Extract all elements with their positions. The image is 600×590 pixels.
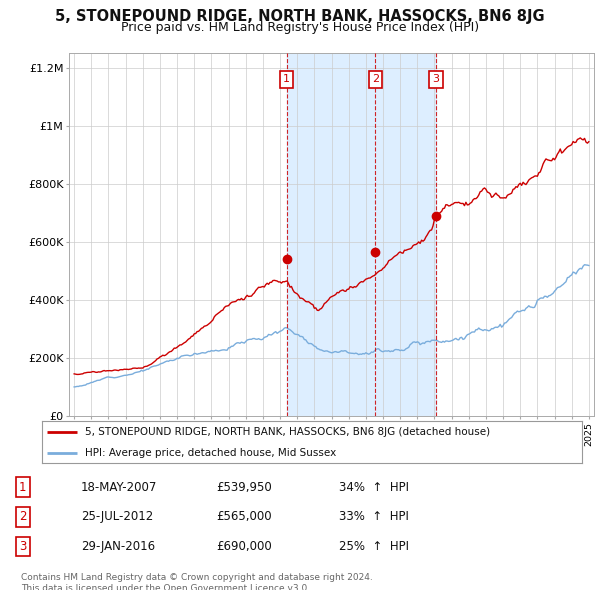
Text: Price paid vs. HM Land Registry's House Price Index (HPI): Price paid vs. HM Land Registry's House … <box>121 21 479 34</box>
Text: 34%  ↑  HPI: 34% ↑ HPI <box>339 481 409 494</box>
Text: 2: 2 <box>372 74 379 84</box>
Text: 1: 1 <box>19 481 26 494</box>
Bar <box>287 53 436 416</box>
Text: 5, STONEPOUND RIDGE, NORTH BANK, HASSOCKS, BN6 8JG: 5, STONEPOUND RIDGE, NORTH BANK, HASSOCK… <box>55 9 545 24</box>
Text: 29-JAN-2016: 29-JAN-2016 <box>81 540 155 553</box>
Text: 2: 2 <box>19 510 26 523</box>
Text: 1: 1 <box>283 74 290 84</box>
Text: HPI: Average price, detached house, Mid Sussex: HPI: Average price, detached house, Mid … <box>85 448 337 457</box>
Text: 3: 3 <box>19 540 26 553</box>
Text: 18-MAY-2007: 18-MAY-2007 <box>81 481 157 494</box>
Text: 25-JUL-2012: 25-JUL-2012 <box>81 510 153 523</box>
Text: £539,950: £539,950 <box>216 481 272 494</box>
Text: Contains HM Land Registry data © Crown copyright and database right 2024.
This d: Contains HM Land Registry data © Crown c… <box>21 573 373 590</box>
Text: 25%  ↑  HPI: 25% ↑ HPI <box>339 540 409 553</box>
Text: 5, STONEPOUND RIDGE, NORTH BANK, HASSOCKS, BN6 8JG (detached house): 5, STONEPOUND RIDGE, NORTH BANK, HASSOCK… <box>85 427 490 437</box>
Text: 3: 3 <box>433 74 439 84</box>
Text: £565,000: £565,000 <box>216 510 272 523</box>
Text: 33%  ↑  HPI: 33% ↑ HPI <box>339 510 409 523</box>
Text: £690,000: £690,000 <box>216 540 272 553</box>
